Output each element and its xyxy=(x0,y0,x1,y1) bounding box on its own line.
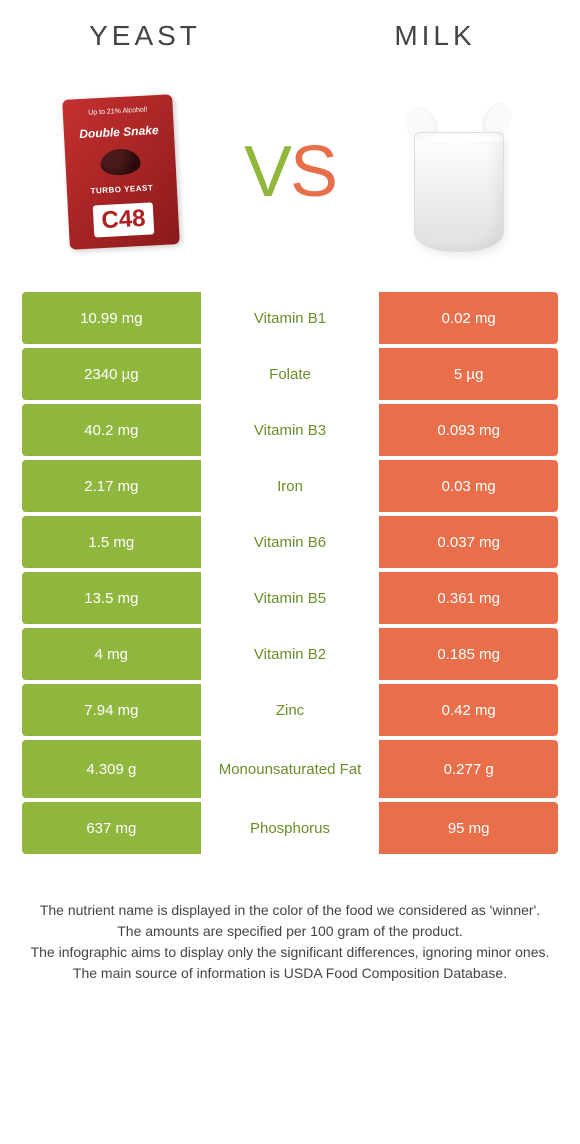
vs-label: VS xyxy=(244,131,336,213)
table-row: 637 mgPhosphorus95 mg xyxy=(22,802,558,854)
yeast-berry-icon xyxy=(100,148,141,176)
table-row: 2.17 mgIron0.03 mg xyxy=(22,460,558,512)
yeast-top-text: Up to 21% Alcohol! xyxy=(88,107,147,117)
left-value-cell: 1.5 mg xyxy=(22,516,201,568)
nutrient-name-cell: Phosphorus xyxy=(201,802,380,854)
left-value-cell: 7.94 mg xyxy=(22,684,201,736)
vs-v-letter: V xyxy=(244,132,290,212)
table-row: 4.309 gMonounsaturated Fat0.277 g xyxy=(22,740,558,798)
yeast-subtitle: TURBO YEAST xyxy=(91,183,154,195)
right-value-cell: 0.277 g xyxy=(379,740,558,798)
left-value-cell: 40.2 mg xyxy=(22,404,201,456)
nutrient-name-cell: Vitamin B1 xyxy=(201,292,380,344)
yeast-image: Up to 21% Alcohol! Double Snake TURBO YE… xyxy=(41,92,201,252)
left-value-cell: 637 mg xyxy=(22,802,201,854)
footnote-line: The main source of information is USDA F… xyxy=(24,963,556,984)
right-value-cell: 0.093 mg xyxy=(379,404,558,456)
header-row: YEAST MILK xyxy=(0,0,580,62)
table-row: 1.5 mgVitamin B60.037 mg xyxy=(22,516,558,568)
comparison-table: 10.99 mgVitamin B10.02 mg2340 µgFolate5 … xyxy=(0,292,580,854)
right-value-cell: 0.02 mg xyxy=(379,292,558,344)
right-value-cell: 0.361 mg xyxy=(379,572,558,624)
right-value-cell: 95 mg xyxy=(379,802,558,854)
footnote-line: The amounts are specified per 100 gram o… xyxy=(24,921,556,942)
nutrient-name-cell: Vitamin B5 xyxy=(201,572,380,624)
nutrient-name-cell: Folate xyxy=(201,348,380,400)
left-value-cell: 2340 µg xyxy=(22,348,201,400)
nutrient-name-cell: Zinc xyxy=(201,684,380,736)
milk-image xyxy=(379,92,539,252)
left-value-cell: 2.17 mg xyxy=(22,460,201,512)
right-value-cell: 0.185 mg xyxy=(379,628,558,680)
footnote-line: The nutrient name is displayed in the co… xyxy=(24,900,556,921)
nutrient-name-cell: Vitamin B6 xyxy=(201,516,380,568)
images-row: Up to 21% Alcohol! Double Snake TURBO YE… xyxy=(0,62,580,292)
vs-s-letter: S xyxy=(290,132,336,212)
left-value-cell: 4 mg xyxy=(22,628,201,680)
yeast-code: C48 xyxy=(93,202,155,237)
left-value-cell: 13.5 mg xyxy=(22,572,201,624)
milk-glass-icon xyxy=(414,132,504,252)
table-row: 2340 µgFolate5 µg xyxy=(22,348,558,400)
right-value-cell: 0.037 mg xyxy=(379,516,558,568)
header-left: YEAST xyxy=(0,20,290,52)
yeast-package-graphic: Up to 21% Alcohol! Double Snake TURBO YE… xyxy=(62,94,180,250)
table-row: 7.94 mgZinc0.42 mg xyxy=(22,684,558,736)
nutrient-name-cell: Vitamin B3 xyxy=(201,404,380,456)
header-right: MILK xyxy=(290,20,580,52)
right-value-cell: 0.03 mg xyxy=(379,460,558,512)
table-row: 13.5 mgVitamin B50.361 mg xyxy=(22,572,558,624)
nutrient-name-cell: Monounsaturated Fat xyxy=(201,740,380,798)
footnote-line: The infographic aims to display only the… xyxy=(24,942,556,963)
table-row: 10.99 mgVitamin B10.02 mg xyxy=(22,292,558,344)
right-value-cell: 5 µg xyxy=(379,348,558,400)
left-value-cell: 4.309 g xyxy=(22,740,201,798)
nutrient-name-cell: Iron xyxy=(201,460,380,512)
nutrient-name-cell: Vitamin B2 xyxy=(201,628,380,680)
table-row: 4 mgVitamin B20.185 mg xyxy=(22,628,558,680)
yeast-brand: Double Snake xyxy=(79,123,159,141)
right-value-cell: 0.42 mg xyxy=(379,684,558,736)
footnote: The nutrient name is displayed in the co… xyxy=(0,858,580,984)
left-value-cell: 10.99 mg xyxy=(22,292,201,344)
milk-graphic xyxy=(379,92,539,252)
table-row: 40.2 mgVitamin B30.093 mg xyxy=(22,404,558,456)
